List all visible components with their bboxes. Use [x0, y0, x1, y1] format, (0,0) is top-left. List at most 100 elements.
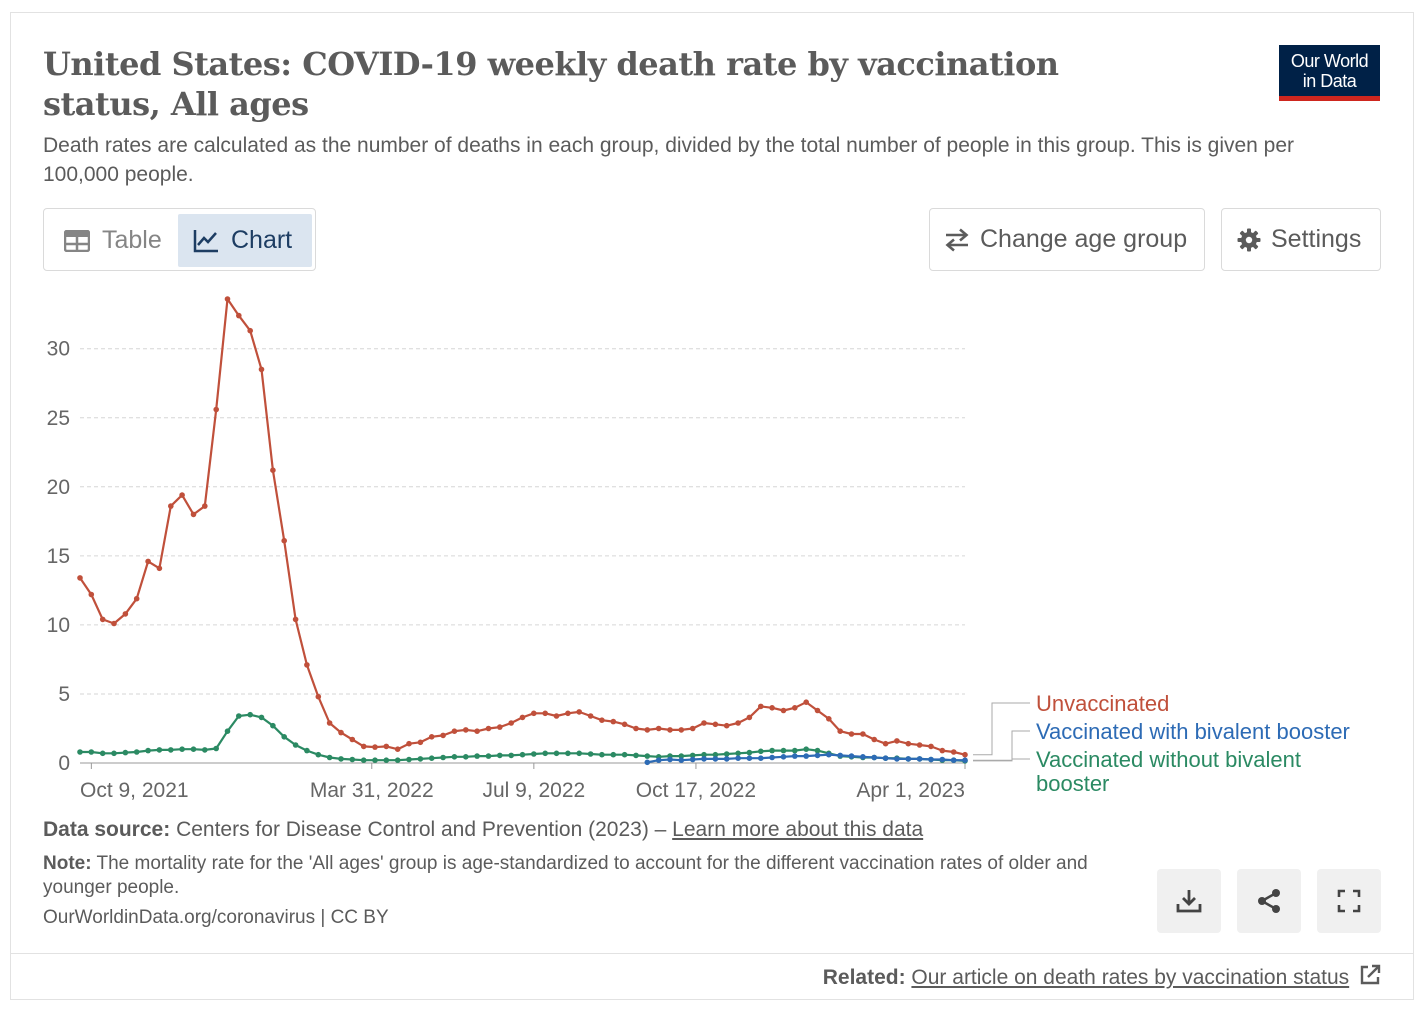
data-point — [463, 754, 469, 760]
data-point — [428, 734, 435, 740]
data-point — [304, 747, 310, 754]
data-point — [678, 753, 685, 759]
data-point — [338, 729, 344, 736]
data-point — [213, 406, 219, 413]
share-icon — [1258, 889, 1280, 913]
data-source-label: Data source: — [43, 818, 171, 841]
data-point — [701, 720, 707, 726]
data-point — [621, 751, 628, 758]
tab-chart[interactable]: Chart — [178, 214, 312, 267]
data-point — [497, 724, 503, 730]
footer-divider — [10, 953, 1414, 954]
data-point — [780, 754, 787, 760]
settings-button[interactable]: Settings — [1221, 208, 1381, 271]
y-tick-label: 5 — [58, 683, 70, 706]
y-tick-label: 25 — [47, 407, 70, 430]
y-tick-label: 0 — [58, 752, 70, 775]
data-point — [814, 707, 821, 714]
data-point — [587, 713, 594, 719]
share-button[interactable] — [1237, 869, 1301, 933]
download-icon — [1176, 890, 1202, 913]
data-point — [916, 756, 923, 762]
data-point — [190, 746, 197, 752]
data-point — [224, 296, 231, 302]
data-point — [587, 751, 594, 757]
data-point — [723, 751, 730, 757]
data-point — [644, 753, 651, 759]
data-point — [338, 756, 344, 762]
data-point — [746, 714, 753, 721]
data-point — [701, 756, 707, 762]
data-point — [168, 747, 174, 753]
data-point — [417, 739, 424, 746]
data-point — [678, 727, 685, 733]
data-point — [292, 742, 299, 748]
data-point — [111, 750, 117, 757]
note-text: The mortality rate for the 'All ages' gr… — [43, 853, 1088, 898]
data-point — [712, 751, 719, 758]
data-point — [315, 693, 322, 700]
data-point — [667, 727, 673, 733]
data-point — [610, 718, 617, 725]
view-tabs: Table Chart — [43, 208, 316, 271]
data-point — [950, 757, 957, 763]
legend-label: booster — [1036, 771, 1109, 796]
table-icon — [64, 229, 90, 252]
download-button[interactable] — [1157, 869, 1221, 933]
data-point — [88, 591, 95, 598]
change-age-group-label: Change age group — [980, 225, 1188, 253]
data-point — [122, 611, 129, 617]
logo-line-2: in Data — [1302, 71, 1357, 91]
data-point — [270, 467, 276, 474]
data-point — [950, 749, 957, 755]
data-point — [236, 713, 242, 719]
data-point — [655, 757, 662, 763]
data-point — [542, 750, 548, 757]
data-point — [621, 721, 628, 728]
data-point — [860, 754, 866, 760]
data-point — [508, 720, 514, 726]
data-point — [485, 753, 492, 759]
learn-more-link[interactable]: Learn more about this data — [672, 818, 924, 841]
data-point — [258, 714, 265, 721]
legend-connector — [973, 730, 1030, 761]
change-age-group-button[interactable]: Change age group — [929, 208, 1205, 271]
swap-arrows-icon — [945, 228, 969, 251]
data-point — [905, 756, 912, 762]
data-point — [508, 752, 514, 759]
data-point — [326, 720, 333, 726]
data-point — [803, 746, 809, 752]
legend-label: Unvaccinated — [1036, 691, 1169, 716]
data-point — [894, 738, 900, 744]
expand-icon — [1337, 889, 1361, 913]
data-point — [599, 717, 605, 723]
data-point — [689, 756, 696, 763]
data-point — [792, 747, 798, 754]
tab-table[interactable]: Table — [49, 214, 177, 267]
data-point — [349, 756, 356, 763]
fullscreen-button[interactable] — [1317, 869, 1381, 933]
data-point — [360, 743, 367, 750]
data-point — [746, 749, 753, 756]
data-point — [122, 749, 129, 756]
data-point — [735, 720, 741, 726]
data-point — [190, 511, 197, 518]
data-point — [485, 725, 492, 732]
data-point — [145, 747, 151, 754]
data-point — [655, 725, 662, 732]
related-article-link[interactable]: Our article on death rates by vaccinatio… — [911, 966, 1350, 989]
x-tick-label: Jul 9, 2022 — [482, 779, 585, 802]
data-point — [939, 756, 946, 763]
data-point — [871, 754, 877, 761]
owid-logo[interactable]: Our World in Data — [1279, 45, 1380, 101]
data-point — [576, 750, 582, 757]
data-point — [372, 757, 378, 763]
data-point — [99, 616, 106, 623]
data-point — [156, 747, 163, 753]
related-label: Related: — [822, 966, 906, 989]
data-point — [474, 753, 480, 759]
data-point — [463, 727, 469, 733]
data-point — [133, 749, 140, 755]
data-point — [814, 747, 821, 754]
data-point — [202, 747, 208, 753]
